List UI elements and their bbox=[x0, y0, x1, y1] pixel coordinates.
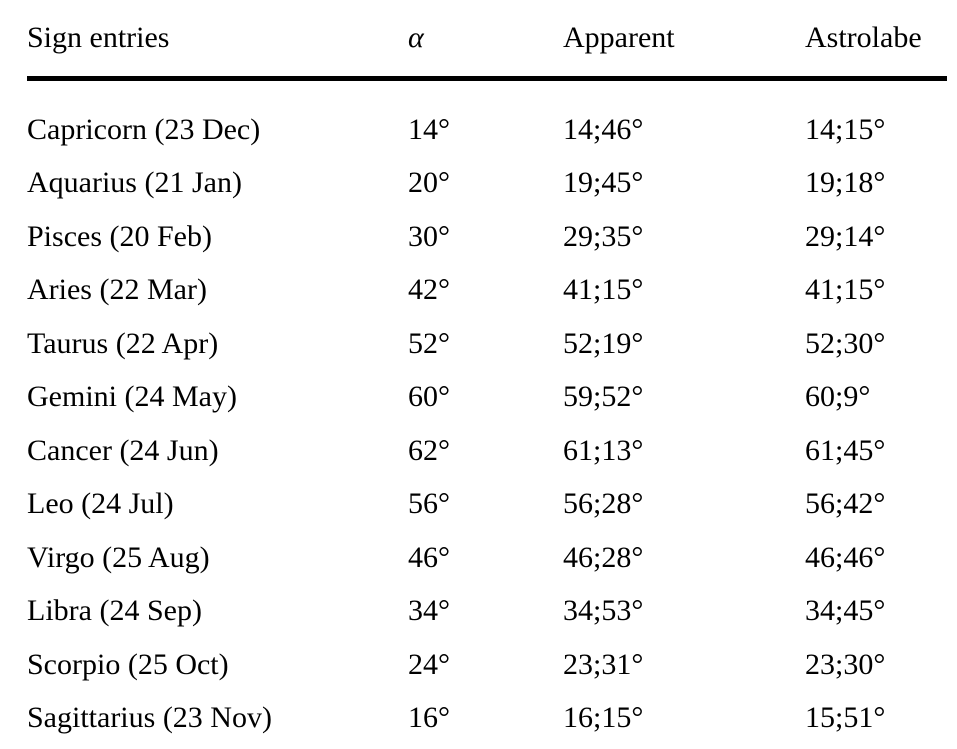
cell-alpha-value: 16° bbox=[408, 701, 450, 735]
cell-astrolabe-value: 56;42° bbox=[805, 487, 886, 521]
cell-alpha-value: 14° bbox=[408, 112, 450, 146]
cell-alpha-value: 60° bbox=[408, 380, 450, 414]
cell-sign-entry: Virgo (25 Aug) bbox=[27, 540, 210, 574]
table-row: Virgo (25 Aug) 46° 46;28° 46;46° bbox=[27, 531, 947, 585]
cell-apparent-value: 16;15° bbox=[563, 701, 644, 735]
cell-astrolabe-value: 41;15° bbox=[805, 273, 886, 307]
cell-alpha-value: 46° bbox=[408, 540, 450, 574]
column-header-astrolabe: Astrolabe bbox=[805, 21, 922, 54]
cell-apparent-value: 34;53° bbox=[563, 594, 644, 628]
cell-alpha-value: 34° bbox=[408, 594, 450, 628]
cell-apparent-value: 61;13° bbox=[563, 433, 644, 467]
cell-sign-entry: Sagittarius (23 Nov) bbox=[27, 701, 272, 735]
cell-apparent-value: 59;52° bbox=[563, 380, 644, 414]
cell-astrolabe-value: 29;14° bbox=[805, 219, 886, 253]
cell-apparent-value: 52;19° bbox=[563, 326, 644, 360]
table-row: Leo (24 Jul) 56° 56;28° 56;42° bbox=[27, 478, 947, 532]
table-row: Aries (22 Mar) 42° 41;15° 41;15° bbox=[27, 264, 947, 318]
table-row: Aquarius (21 Jan) 20° 19;45° 19;18° bbox=[27, 157, 947, 211]
cell-apparent-value: 14;46° bbox=[563, 112, 644, 146]
table-row: Sagittarius (23 Nov) 16° 16;15° 15;51° bbox=[27, 692, 947, 746]
table-header-row: Sign entries α Apparent Astrolabe bbox=[0, 0, 957, 76]
column-header-apparent: Apparent bbox=[563, 21, 675, 54]
cell-astrolabe-value: 14;15° bbox=[805, 112, 886, 146]
cell-sign-entry: Aquarius (21 Jan) bbox=[27, 166, 242, 200]
cell-sign-entry: Capricorn (23 Dec) bbox=[27, 112, 261, 146]
cell-sign-entry: Gemini (24 May) bbox=[27, 380, 237, 414]
cell-apparent-value: 29;35° bbox=[563, 219, 644, 253]
cell-apparent-value: 46;28° bbox=[563, 540, 644, 574]
cell-astrolabe-value: 61;45° bbox=[805, 433, 886, 467]
table-row: Capricorn (23 Dec) 14° 14;46° 14;15° bbox=[27, 103, 947, 157]
cell-astrolabe-value: 46;46° bbox=[805, 540, 886, 574]
cell-alpha-value: 20° bbox=[408, 166, 450, 200]
cell-sign-entry: Libra (24 Sep) bbox=[27, 594, 202, 628]
cell-astrolabe-value: 60;9° bbox=[805, 380, 871, 414]
cell-sign-entry: Leo (24 Jul) bbox=[27, 487, 174, 521]
column-header-sign-entries: Sign entries bbox=[27, 21, 170, 54]
cell-apparent-value: 19;45° bbox=[563, 166, 644, 200]
cell-alpha-value: 30° bbox=[408, 219, 450, 253]
table-row: Taurus (22 Apr) 52° 52;19° 52;30° bbox=[27, 317, 947, 371]
table-row: Gemini (24 May) 60° 59;52° 60;9° bbox=[27, 371, 947, 425]
cell-astrolabe-value: 23;30° bbox=[805, 647, 886, 681]
cell-astrolabe-value: 15;51° bbox=[805, 701, 886, 735]
header-rule bbox=[27, 76, 947, 81]
cell-alpha-value: 52° bbox=[408, 326, 450, 360]
cell-sign-entry: Pisces (20 Feb) bbox=[27, 219, 212, 253]
cell-apparent-value: 41;15° bbox=[563, 273, 644, 307]
cell-sign-entry: Aries (22 Mar) bbox=[27, 273, 207, 307]
cell-astrolabe-value: 52;30° bbox=[805, 326, 886, 360]
cell-alpha-value: 24° bbox=[408, 647, 450, 681]
table-row: Scorpio (25 Oct) 24° 23;31° 23;30° bbox=[27, 638, 947, 692]
cell-sign-entry: Taurus (22 Apr) bbox=[27, 326, 219, 360]
column-header-alpha: α bbox=[408, 21, 424, 54]
table-row: Cancer (24 Jun) 62° 61;13° 61;45° bbox=[27, 424, 947, 478]
table-body: Capricorn (23 Dec) 14° 14;46° 14;15° Aquariu… bbox=[0, 81, 957, 745]
table-row: Pisces (20 Feb) 30° 29;35° 29;14° bbox=[27, 210, 947, 264]
cell-astrolabe-value: 34;45° bbox=[805, 594, 886, 628]
cell-alpha-value: 62° bbox=[408, 433, 450, 467]
cell-apparent-value: 23;31° bbox=[563, 647, 644, 681]
cell-apparent-value: 56;28° bbox=[563, 487, 644, 521]
cell-astrolabe-value: 19;18° bbox=[805, 166, 886, 200]
cell-alpha-value: 56° bbox=[408, 487, 450, 521]
table-row: Libra (24 Sep) 34° 34;53° 34;45° bbox=[27, 585, 947, 639]
cell-sign-entry: Scorpio (25 Oct) bbox=[27, 647, 229, 681]
cell-sign-entry: Cancer (24 Jun) bbox=[27, 433, 219, 467]
cell-alpha-value: 42° bbox=[408, 273, 450, 307]
